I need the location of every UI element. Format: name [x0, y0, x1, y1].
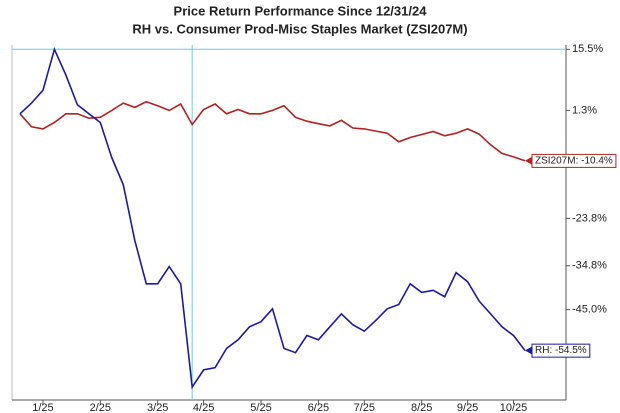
y-tick-label: 15.5%: [572, 43, 603, 55]
series-line: [19, 100, 526, 162]
x-tick-label: 2/25: [90, 402, 111, 413]
end-label-pointer: [525, 156, 532, 165]
y-tick-label: -34.8%: [572, 260, 607, 272]
x-tick-label: 8/25: [411, 402, 432, 413]
x-tick-label: 4/25: [193, 402, 214, 413]
x-tick-label: 6/25: [308, 402, 329, 413]
x-tick-label: 7/25: [354, 402, 375, 413]
chart-title: Price Return Performance Since 12/31/24: [174, 3, 428, 18]
x-tick-label: 3/25: [147, 402, 168, 413]
x-tick-label: 5/25: [250, 402, 271, 413]
end-label-pointer: [525, 346, 532, 355]
x-tick-label: 1/25: [32, 402, 53, 413]
chart-subtitle: RH vs. Consumer Prod-Misc Staples Market…: [132, 21, 467, 36]
end-label-text: RH: -54.5%: [535, 345, 587, 356]
series-line: [19, 46, 526, 390]
end-label-text: ZSI207M: -10.4%: [535, 155, 613, 166]
y-tick-label: 1.3%: [572, 104, 597, 116]
x-tick-label: 10/25: [500, 402, 528, 413]
y-tick-label: -23.8%: [572, 212, 607, 224]
x-tick-label: 9/25: [457, 402, 478, 413]
y-tick-label: -45.0%: [572, 304, 607, 316]
